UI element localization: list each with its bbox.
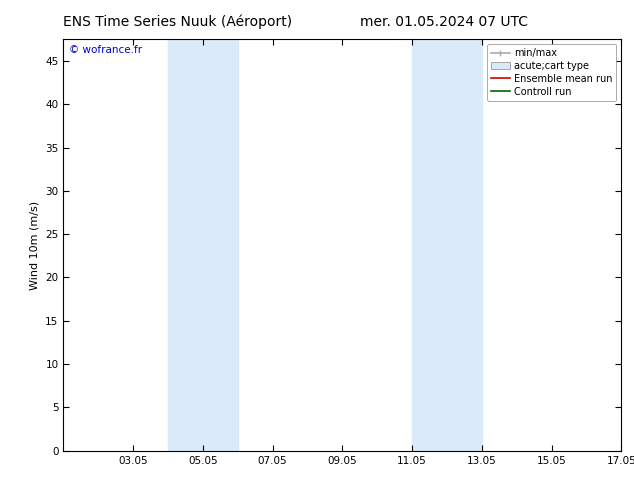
Y-axis label: Wind 10m (m/s): Wind 10m (m/s): [30, 200, 40, 290]
Bar: [412, 39, 482, 451]
Legend: min/max, acute;cart type, Ensemble mean run, Controll run: min/max, acute;cart type, Ensemble mean …: [487, 44, 616, 100]
Text: ENS Time Series Nuuk (Aéroport): ENS Time Series Nuuk (Aéroport): [63, 15, 292, 29]
Text: © wofrance.fr: © wofrance.fr: [69, 46, 142, 55]
Text: mer. 01.05.2024 07 UTC: mer. 01.05.2024 07 UTC: [360, 15, 527, 29]
Bar: [168, 39, 238, 451]
